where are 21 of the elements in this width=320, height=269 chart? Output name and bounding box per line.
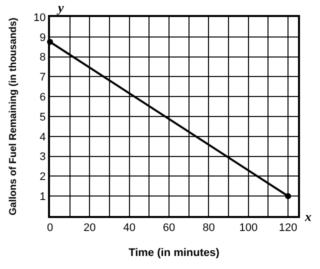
y-tick-label: 4 xyxy=(40,131,46,144)
y-tick-label: 8 xyxy=(40,52,46,64)
x-tick-label: 100 xyxy=(239,222,258,234)
y-tick-label: 3 xyxy=(40,151,46,164)
x-tick-label: 120 xyxy=(278,222,298,234)
x-tick-label: 80 xyxy=(202,222,215,234)
y-tick-label: 1 xyxy=(40,190,46,203)
x-axis-title: Time (in minutes) xyxy=(128,246,220,259)
text: y xyxy=(56,0,64,15)
y-tick-label: 5 xyxy=(40,111,46,124)
y-tick-label: 9 xyxy=(40,32,46,44)
text: x xyxy=(304,209,312,224)
y-tick-label: 2 xyxy=(40,171,46,184)
x-tick-label: 60 xyxy=(162,222,176,234)
y-tick-label: 6 xyxy=(40,91,46,104)
x-tick-label: 40 xyxy=(123,222,136,234)
y-tick-label: 10 xyxy=(34,12,46,24)
y-axis-title: Gallons of Fuel Remaining (in thousands) xyxy=(8,18,20,216)
x-tick-label: 20 xyxy=(84,222,96,234)
x-tick-label: 0 xyxy=(46,222,54,234)
y-tick-label: 7 xyxy=(40,72,46,84)
